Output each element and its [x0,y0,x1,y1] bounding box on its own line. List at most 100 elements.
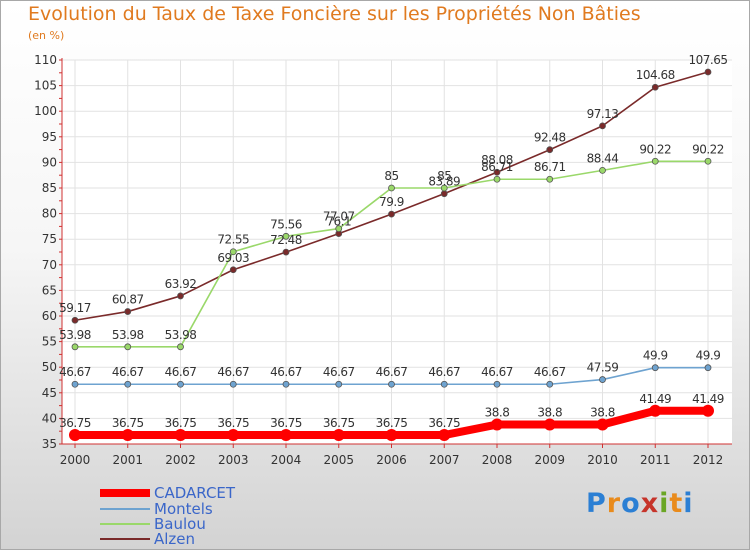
logo-letter: t [669,488,684,519]
data-point-baulou [546,175,554,183]
data-label-alzen: 88.08 [481,153,513,167]
data-label-montels: 46.67 [534,365,566,379]
x-tick-label: 2005 [323,453,354,467]
data-point-cadarcet [438,429,451,442]
data-label-cadarcet: 36.75 [428,416,460,430]
data-point-baulou [124,343,132,351]
y-tick-label: 35 [42,437,57,451]
data-label-montels: 46.67 [376,365,408,379]
data-point-cadarcet [69,429,81,442]
data-label-cadarcet: 36.75 [112,416,144,430]
data-point-cadarcet [543,418,556,431]
data-label-alzen: 97.13 [587,107,619,121]
data-label-alzen: 76.1 [326,215,351,229]
y-tick-label: 65 [42,283,57,297]
data-point-montels [124,380,132,388]
data-label-alzen: 79.9 [379,195,404,209]
x-tick-label: 2010 [587,453,618,467]
data-label-cadarcet: 36.75 [270,416,302,430]
data-point-montels [229,380,237,388]
data-point-baulou [599,166,606,174]
y-tick-label: 45 [42,386,57,400]
data-label-baulou: 90.22 [639,142,671,156]
data-point-montels [282,380,290,388]
x-tick-label: 2011 [640,453,671,467]
y-tick-label: 95 [42,130,57,144]
logo-letter: r [606,488,622,519]
y-tick-label: 105 [34,79,57,93]
y-tick-label: 50 [42,360,57,374]
x-tick-label: 2000 [60,453,91,467]
x-tick-label: 2001 [112,453,143,467]
data-label-baulou: 53.98 [165,328,197,342]
legend-label-cadarcet: CADARCET [154,484,236,502]
data-point-cadarcet [174,429,187,442]
data-label-baulou: 85 [437,169,451,183]
data-label-alzen: 60.87 [112,293,144,307]
x-tick-label: 2004 [271,453,302,467]
data-label-montels: 46.67 [59,365,91,379]
data-label-baulou: 88.44 [587,151,619,165]
y-tick-label: 85 [42,181,57,195]
y-tick-label: 40 [42,411,57,425]
data-label-montels: 46.67 [270,365,302,379]
data-point-montels [71,380,79,388]
data-point-alzen [651,83,659,91]
logo-letter: i [659,488,670,519]
data-label-baulou: 77.07 [323,210,355,224]
data-point-alzen [546,146,554,154]
data-point-montels [440,380,448,388]
x-tick-label: 2012 [693,453,724,467]
data-label-baulou: 72.55 [217,233,249,247]
data-point-baulou [704,157,712,165]
y-unit-label: (en %) [28,29,65,42]
data-point-cadarcet [649,404,662,417]
data-point-baulou [229,248,237,256]
x-tick-label: 2007 [429,453,460,467]
data-label-alzen: 69.03 [217,251,249,265]
data-point-montels [388,380,395,388]
data-point-baulou [71,343,79,351]
data-point-cadarcet [332,429,345,442]
y-tick-label: 80 [42,207,57,221]
data-point-cadarcet [385,429,398,442]
data-point-baulou [282,232,290,240]
data-label-montels: 46.67 [165,365,197,379]
data-point-alzen [440,190,448,198]
y-tick-label: 90 [42,155,57,169]
data-point-cadarcet [596,418,609,431]
data-point-baulou [177,343,184,351]
legend-label-alzen: Alzen [154,530,195,548]
data-point-alzen [388,210,395,218]
data-label-baulou: 86.71 [481,160,513,174]
y-tick-label: 60 [42,309,57,323]
data-label-baulou: 53.98 [59,328,91,342]
data-label-montels: 46.67 [428,365,460,379]
data-point-alzen [229,266,237,274]
data-point-cadarcet [280,429,292,442]
data-point-baulou [335,225,343,233]
y-tick-label: 100 [34,104,57,118]
data-point-baulou [388,184,395,192]
data-label-montels: 46.67 [112,365,144,379]
data-label-cadarcet: 36.75 [376,416,408,430]
data-point-alzen [493,168,501,176]
data-label-cadarcet: 38.8 [590,406,615,420]
data-point-alzen [177,292,184,300]
data-label-alzen: 107.65 [689,53,728,67]
data-label-cadarcet: 38.8 [485,406,510,420]
data-point-montels [546,380,554,388]
data-label-cadarcet: 36.75 [217,416,249,430]
data-point-alzen [599,122,606,130]
data-point-montels [493,380,501,388]
data-label-baulou: 86.71 [534,160,566,174]
data-label-montels: 46.67 [481,365,513,379]
data-label-baulou: 90.22 [692,142,724,156]
data-point-montels [704,364,712,372]
data-point-alzen [124,308,132,315]
data-point-montels [177,380,184,388]
data-point-cadarcet [702,404,714,417]
logo-letter: P [586,488,607,519]
data-label-alzen: 83.89 [428,175,460,189]
